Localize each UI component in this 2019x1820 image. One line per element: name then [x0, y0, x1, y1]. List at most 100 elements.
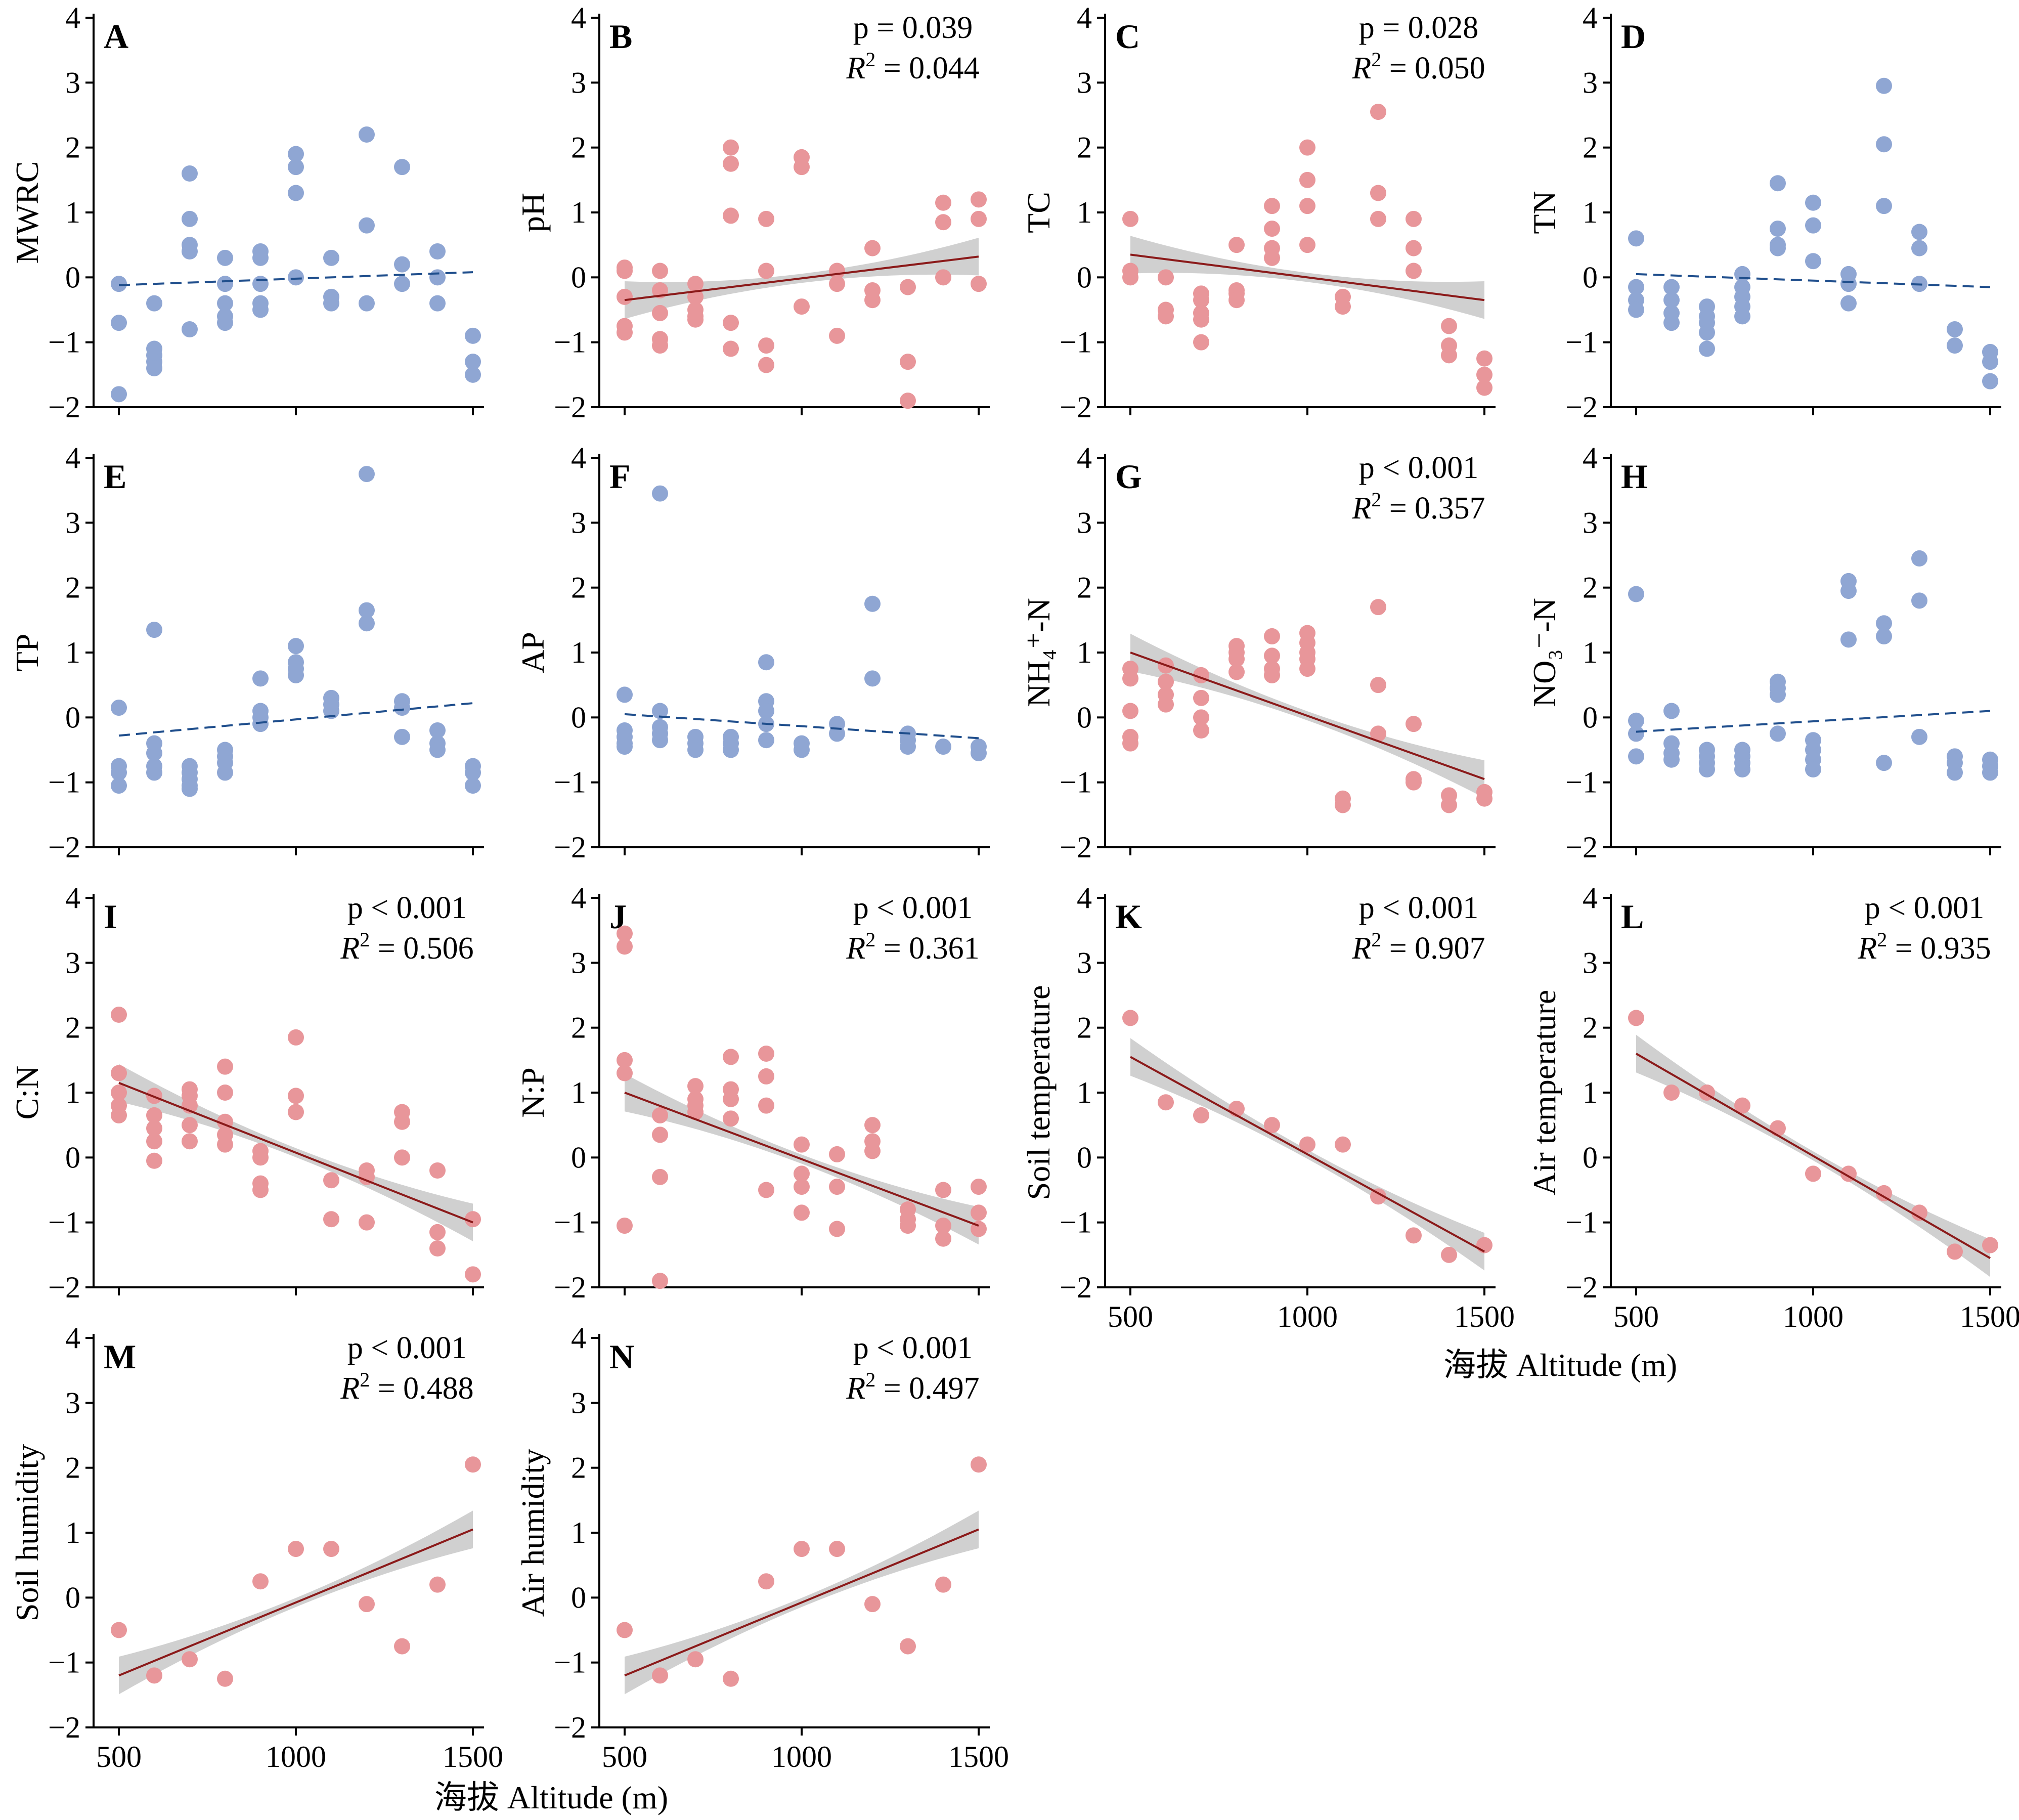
x-tick-label: 500 [602, 1740, 647, 1773]
data-point [1264, 221, 1280, 237]
data-point [252, 1182, 269, 1198]
data-point [1911, 728, 1927, 745]
y-tick-label: 2 [65, 1451, 80, 1485]
data-point [1876, 77, 1892, 94]
r-squared-value: = 0.497 [875, 1371, 979, 1406]
data-point [687, 276, 704, 292]
data-point [1264, 628, 1280, 644]
r-squared-symbol: R [340, 931, 360, 966]
fit-line [1636, 273, 1991, 288]
y-tick-label: 1 [571, 196, 586, 229]
data-point [1122, 269, 1138, 286]
data-point [1805, 194, 1821, 211]
data-point [687, 311, 704, 328]
r-squared-exponent: 2 [865, 1368, 875, 1391]
data-point [794, 1136, 810, 1153]
data-point [429, 269, 446, 286]
fit-line [1130, 652, 1485, 781]
y-tick-label: −2 [48, 391, 80, 424]
data-point [1441, 797, 1457, 813]
data-point [935, 1576, 951, 1593]
y-axis-label: NH₄⁺-N [1021, 598, 1057, 707]
data-point [323, 1541, 339, 1557]
data-point [359, 615, 375, 632]
data-point [1158, 696, 1174, 713]
r-squared: R2 = 0.935 [1857, 928, 1991, 966]
y-tick-label: 1 [1583, 636, 1598, 669]
x-tick-label: 1000 [266, 1740, 326, 1773]
data-point [217, 315, 233, 331]
data-point [652, 1168, 668, 1185]
data-point [1264, 647, 1280, 664]
data-point [1158, 308, 1174, 325]
data-point [652, 485, 668, 502]
panel-letter: E [104, 457, 126, 496]
p-value: p < 0.001 [347, 891, 467, 925]
data-point [900, 1218, 916, 1234]
data-point [288, 1088, 304, 1104]
data-point [794, 159, 810, 176]
y-tick-label: −1 [1565, 1206, 1598, 1239]
r-squared-symbol: R [1351, 931, 1371, 966]
y-tick-label: 3 [571, 1386, 586, 1419]
data-point [1805, 253, 1821, 270]
y-tick-label: 1 [1077, 1076, 1092, 1109]
r-squared-value: = 0.361 [875, 931, 979, 966]
data-point [465, 1456, 481, 1473]
data-point [1441, 1246, 1457, 1263]
data-point [1982, 354, 1998, 370]
r-squared-symbol: R [846, 1371, 865, 1406]
data-point [900, 393, 916, 409]
data-point [111, 1065, 127, 1081]
data-point [1264, 198, 1280, 214]
data-point [1122, 670, 1138, 687]
y-axis-label: MWRC [9, 161, 45, 264]
r-squared: R2 = 0.050 [1351, 48, 1485, 85]
data-point [1228, 237, 1245, 253]
y-tick-label: 4 [1583, 1, 1598, 34]
data-point [394, 1149, 410, 1166]
r-squared-value: = 0.044 [875, 51, 979, 85]
y-tick-label: 2 [65, 131, 80, 164]
data-point [217, 1085, 233, 1101]
data-point [394, 1638, 410, 1655]
fit-line [624, 713, 979, 740]
y-tick-label: 2 [65, 571, 80, 604]
data-point [758, 703, 774, 719]
data-point [252, 276, 269, 292]
data-point [1663, 292, 1680, 309]
data-point [1911, 592, 1927, 609]
data-point [394, 276, 410, 292]
y-tick-label: 3 [65, 1386, 80, 1419]
data-point [758, 1182, 774, 1198]
data-point [758, 1097, 774, 1114]
data-point [465, 764, 481, 781]
data-point [1476, 790, 1493, 807]
data-point [1228, 292, 1245, 309]
panel-letter: H [1621, 457, 1648, 496]
y-tick-label: 3 [65, 66, 80, 99]
data-point [1299, 171, 1315, 188]
y-tick-label: 3 [65, 946, 80, 979]
data-point [935, 214, 951, 231]
data-point [1628, 748, 1644, 765]
data-point [217, 764, 233, 781]
data-point [617, 1065, 633, 1081]
data-point [935, 1230, 951, 1247]
y-tick-label: 0 [571, 701, 586, 734]
data-point [465, 327, 481, 344]
data-point [1228, 664, 1245, 680]
y-tick-label: 1 [65, 1516, 80, 1549]
r-squared-symbol: R [1857, 931, 1877, 966]
data-point [1299, 1136, 1315, 1153]
data-point [617, 739, 633, 755]
data-point [1770, 725, 1786, 742]
data-point [111, 1107, 127, 1123]
data-point [652, 305, 668, 321]
data-point [1441, 347, 1457, 364]
y-tick-label: 4 [1583, 881, 1598, 915]
r-squared-symbol: R [1351, 51, 1371, 85]
data-point [429, 243, 446, 259]
data-point [288, 159, 304, 176]
